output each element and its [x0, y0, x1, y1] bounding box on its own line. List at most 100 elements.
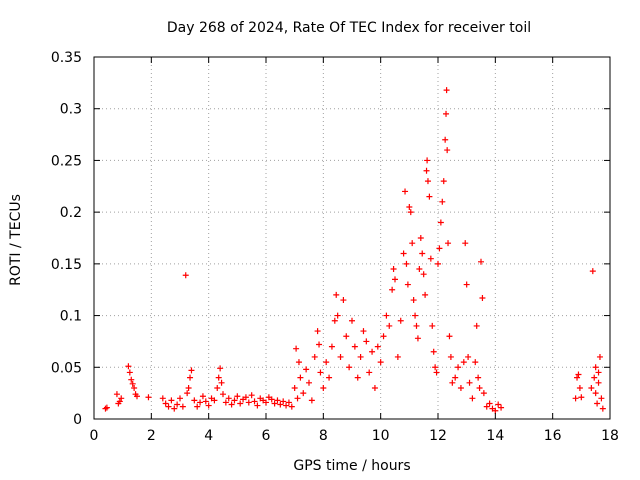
data-point	[592, 390, 599, 397]
data-point	[592, 364, 599, 371]
data-point	[199, 393, 206, 400]
data-point	[116, 398, 123, 405]
data-point	[297, 374, 304, 381]
data-point	[263, 399, 269, 406]
data-point	[575, 371, 582, 378]
data-point	[469, 395, 476, 402]
data-point	[102, 405, 109, 412]
data-point	[131, 384, 138, 391]
data-point	[599, 405, 606, 412]
data-point	[254, 402, 261, 409]
data-point	[217, 365, 224, 372]
data-point	[594, 400, 601, 407]
data-point	[194, 403, 201, 410]
data-point	[492, 407, 499, 414]
x-tick-label: 16	[544, 428, 562, 444]
data-points	[102, 87, 606, 414]
data-point	[426, 193, 433, 200]
x-tick-label: 2	[147, 428, 156, 444]
x-tick-label: 0	[90, 428, 99, 444]
data-point	[410, 297, 417, 304]
data-point	[422, 291, 429, 298]
data-point	[480, 390, 487, 397]
data-point	[430, 348, 437, 355]
data-point	[218, 379, 225, 386]
data-point	[242, 394, 249, 401]
data-point	[251, 398, 258, 405]
data-point	[159, 395, 166, 402]
y-tick-label: 0.1	[60, 309, 82, 325]
data-point	[442, 136, 449, 143]
data-point	[349, 317, 355, 324]
data-point	[113, 391, 120, 398]
data-point	[447, 353, 454, 360]
data-point	[572, 395, 579, 402]
data-point	[316, 341, 323, 348]
data-point	[337, 353, 344, 360]
data-point	[578, 394, 585, 401]
data-point	[389, 286, 396, 293]
data-point	[432, 364, 439, 371]
data-point	[311, 353, 318, 360]
data-point	[465, 353, 472, 360]
data-point	[134, 393, 140, 400]
data-point	[383, 312, 390, 319]
x-tick-label: 10	[372, 428, 390, 444]
data-point	[248, 392, 255, 399]
data-point	[308, 397, 315, 404]
data-point	[377, 359, 384, 366]
data-point	[463, 281, 470, 288]
data-point	[394, 353, 401, 360]
data-point	[331, 317, 338, 324]
data-point	[429, 322, 436, 329]
data-point	[588, 384, 595, 391]
y-tick-label: 0.15	[51, 257, 82, 273]
data-point	[436, 245, 443, 252]
axis-ticks: 0 2 4 6 8 10 12 14 16 18 0 0.05 0.1 0.15 0.2 0.25 0.3 0.3…	[51, 50, 619, 444]
data-point	[317, 369, 324, 376]
data-point	[314, 328, 321, 335]
x-tick-label: 18	[601, 428, 619, 444]
x-tick-label: 14	[486, 428, 504, 444]
data-point	[145, 394, 152, 401]
y-tick-label: 0	[73, 412, 82, 428]
data-point	[486, 400, 493, 407]
data-point	[392, 276, 398, 283]
data-point	[412, 312, 419, 319]
data-point	[404, 281, 411, 288]
data-point	[473, 322, 480, 329]
data-point	[220, 391, 226, 398]
data-point	[595, 379, 602, 386]
data-point	[274, 397, 281, 404]
data-point	[433, 369, 440, 376]
data-point	[402, 188, 409, 195]
data-point	[446, 333, 453, 340]
data-point	[576, 384, 583, 391]
data-point	[191, 397, 198, 404]
y-tick-label: 0.3	[60, 102, 82, 118]
data-point	[462, 240, 469, 247]
data-point	[340, 297, 347, 304]
data-point	[472, 359, 479, 366]
data-point	[445, 240, 452, 247]
data-point	[197, 399, 204, 406]
data-point	[174, 401, 181, 408]
data-point	[245, 399, 252, 406]
data-point	[417, 235, 424, 241]
data-point	[371, 384, 378, 391]
data-point	[214, 384, 221, 391]
plot-frame	[93, 56, 611, 420]
data-point	[595, 369, 602, 376]
data-point	[406, 203, 413, 210]
data-point	[457, 384, 464, 391]
data-point	[427, 255, 434, 262]
data-point	[188, 367, 195, 374]
data-point	[128, 376, 135, 383]
data-point	[369, 348, 376, 355]
data-point	[295, 359, 302, 366]
data-point	[414, 335, 421, 342]
data-point	[277, 401, 284, 408]
y-tick-label: 0.35	[51, 50, 82, 66]
data-point	[125, 363, 132, 370]
data-point	[237, 400, 244, 407]
